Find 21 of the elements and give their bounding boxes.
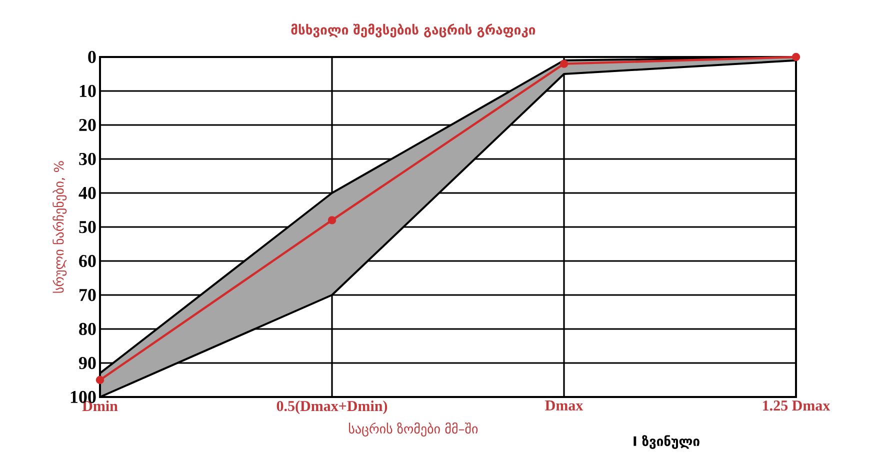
y-tick-label: 80	[79, 322, 96, 336]
text: I ზვინული	[634, 435, 700, 449]
point	[96, 376, 104, 384]
y-tick-label: 90	[78, 356, 96, 370]
y-tick-label: 60	[79, 254, 96, 268]
y-tick-label: 50	[79, 220, 96, 234]
y-tick-label: 40	[78, 186, 96, 200]
point	[792, 52, 800, 62]
y-tick-label: 30	[79, 152, 96, 166]
point	[560, 60, 568, 68]
x-axis-title: საცრის ზომები მმ–ში	[348, 422, 478, 437]
x-tick-label: 1.25 Dmax	[763, 400, 830, 411]
x-tick-label: 0.5(Dmax+Dmin)	[276, 400, 388, 414]
y-tick-label: 0	[88, 50, 96, 64]
x-tick-label: Dmax	[545, 400, 584, 410]
chart-title: მსხვილი შემვსების გაცრის გრაფიკი	[291, 24, 536, 38]
point	[328, 216, 336, 224]
y-tick-label: 20	[79, 118, 96, 132]
y-tick-label: 70	[80, 288, 96, 302]
y-tick-label: 10	[80, 84, 96, 98]
y-axis-title: სრული ნარჩენები, %	[52, 161, 67, 293]
